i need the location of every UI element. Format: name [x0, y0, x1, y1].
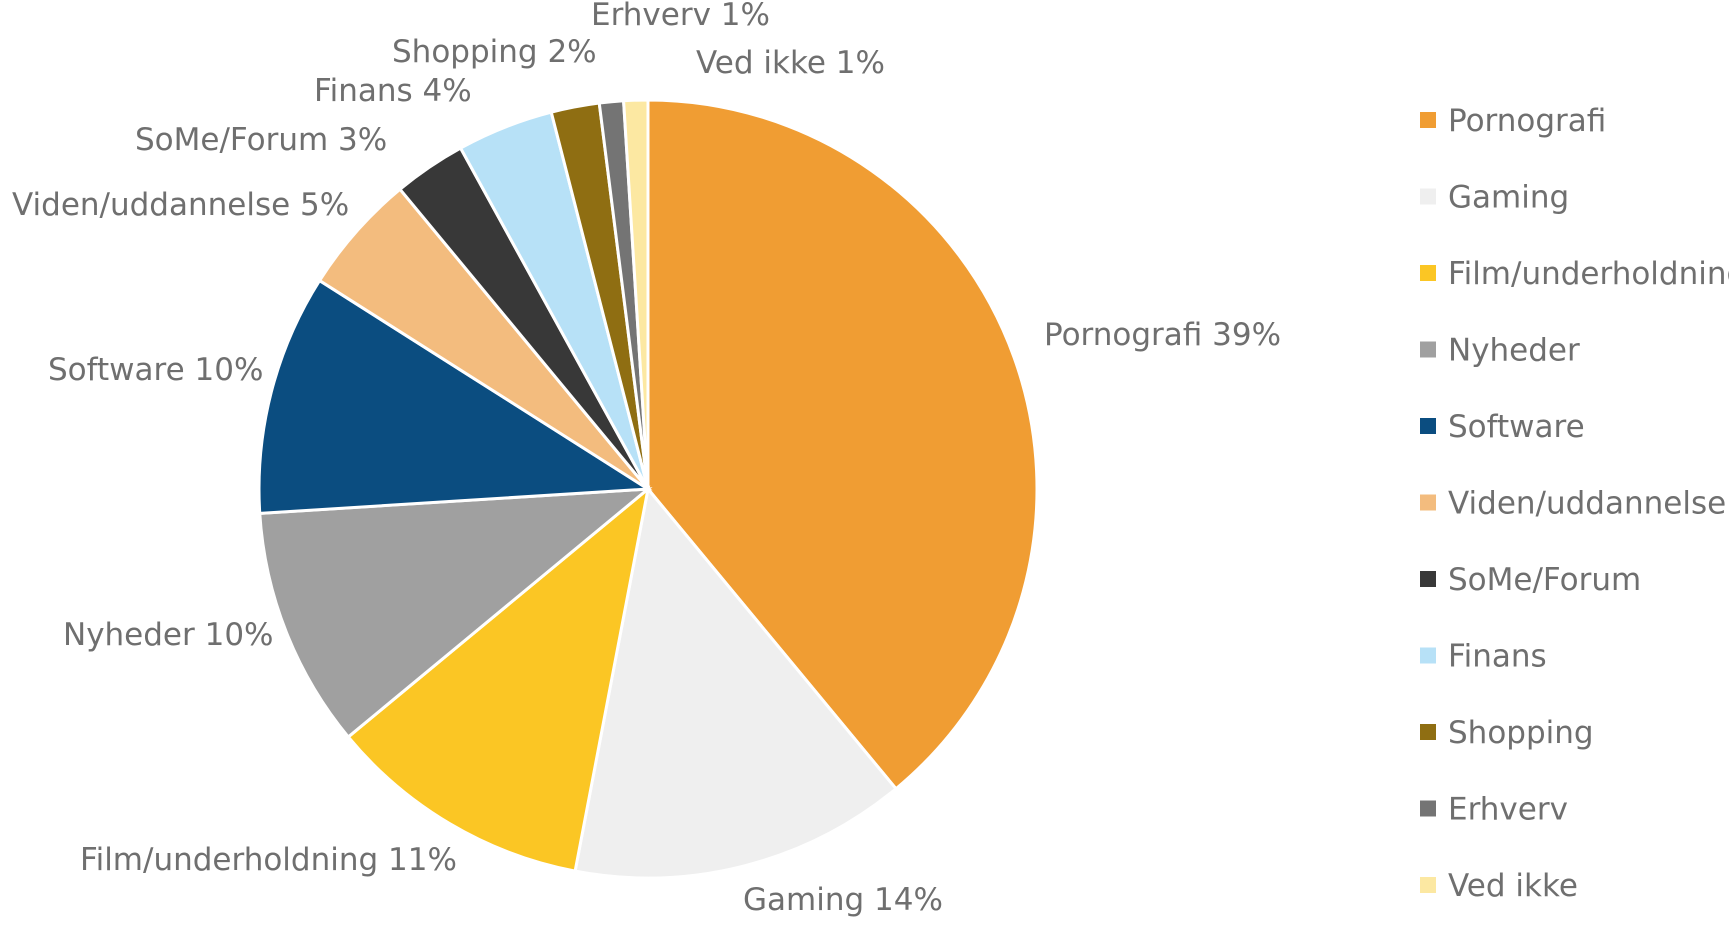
data-label: Film/underholdning 11% — [80, 842, 457, 878]
data-label: Viden/uddannelse 5% — [12, 187, 349, 223]
legend-swatch — [1420, 418, 1436, 434]
pie-slice-pornografi — [646, 98, 1039, 791]
legend-swatch — [1420, 494, 1436, 511]
data-label: Gaming 14% — [743, 882, 943, 918]
legend-swatch — [1420, 188, 1436, 205]
legend-label: Finans — [1448, 639, 1547, 675]
pie-slice-film-underholdning — [346, 485, 651, 873]
legend-label: SoMe/Forum — [1448, 562, 1641, 598]
pie-slice-gaming — [573, 485, 899, 880]
legend-swatch — [1420, 800, 1436, 817]
data-label: Nyheder 10% — [63, 617, 274, 653]
legend-swatch — [1420, 647, 1436, 664]
legend-swatch — [1420, 877, 1436, 893]
legend-swatch — [1420, 265, 1436, 281]
data-label: Software 10% — [48, 352, 263, 388]
pie-slice-software — [257, 278, 653, 516]
legend-label: Gaming — [1448, 180, 1569, 216]
legend-label: Shopping — [1448, 715, 1594, 751]
legend: Pornografi Gaming Film/underholdning Nyhede… — [1420, 103, 1729, 904]
data-label: Pornografi 39% — [1044, 317, 1281, 353]
legend-swatch — [1420, 112, 1436, 128]
data-label: Shopping 2% — [392, 34, 597, 70]
legend-label: Software — [1448, 409, 1585, 445]
pie-slices — [257, 98, 1039, 880]
legend-swatch — [1420, 724, 1436, 740]
legend-label: Ved ikke — [1448, 868, 1578, 904]
legend-swatch — [1420, 341, 1436, 358]
data-label: Erhverv 1% — [591, 0, 770, 33]
legend-label: Nyheder — [1448, 333, 1580, 369]
pie-slice-ved-ikke — [621, 98, 650, 490]
slice-labels: Pornografi 39% Gaming 14% Film/underholdni… — [12, 0, 1281, 918]
legend-swatch — [1420, 571, 1436, 587]
legend-label: Film/underholdning — [1448, 256, 1729, 292]
data-label: SoMe/Forum 3% — [135, 122, 387, 158]
legend-label: Pornografi — [1448, 103, 1606, 139]
data-label: Ved ikke 1% — [696, 45, 885, 81]
legend-label: Viden/uddannelse — [1448, 486, 1726, 522]
data-label: Finans 4% — [314, 73, 472, 109]
pie-slice-nyheder — [258, 487, 653, 740]
legend-label: Erhverv — [1448, 792, 1568, 828]
